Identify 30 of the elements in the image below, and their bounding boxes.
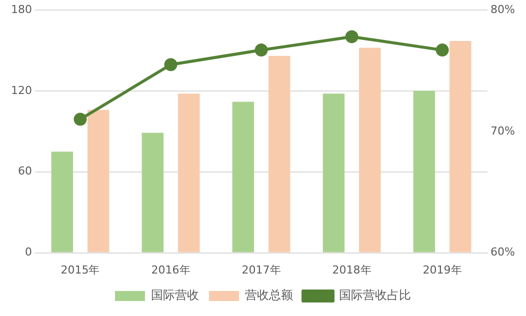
y-tick-label: 180 [10, 2, 32, 16]
point [345, 30, 358, 44]
bar [178, 94, 200, 252]
legend-label: 国际营收 [151, 288, 199, 302]
legend-label: 营收总额 [245, 288, 293, 302]
y2-tick-label: 70% [490, 124, 516, 138]
x-tick-label: 2019年 [422, 263, 462, 276]
point [436, 44, 449, 57]
y2-tick-label: 60% [490, 246, 516, 259]
bar [51, 152, 74, 252]
bar [87, 110, 110, 252]
bar [142, 132, 164, 252]
x-tick-label: 2018年 [332, 263, 372, 276]
y-tick-label: 60 [18, 164, 32, 178]
x-tick-label: 2016年 [151, 263, 190, 276]
y2-tick-label: 80% [490, 2, 516, 16]
bar [232, 102, 254, 252]
y-tick-label: 0 [24, 246, 32, 259]
bar [322, 94, 345, 252]
point [254, 44, 268, 57]
bar [450, 41, 472, 252]
point [74, 112, 87, 126]
x-tick-label: 2015年 [60, 263, 100, 276]
bar [359, 48, 381, 252]
point [164, 58, 178, 72]
y-tick-label: 120 [10, 84, 32, 97]
bar [413, 90, 436, 252]
legend-label: 国际营收占比 [339, 288, 411, 302]
bar [268, 56, 290, 252]
x-tick-label: 2017年 [242, 263, 281, 276]
